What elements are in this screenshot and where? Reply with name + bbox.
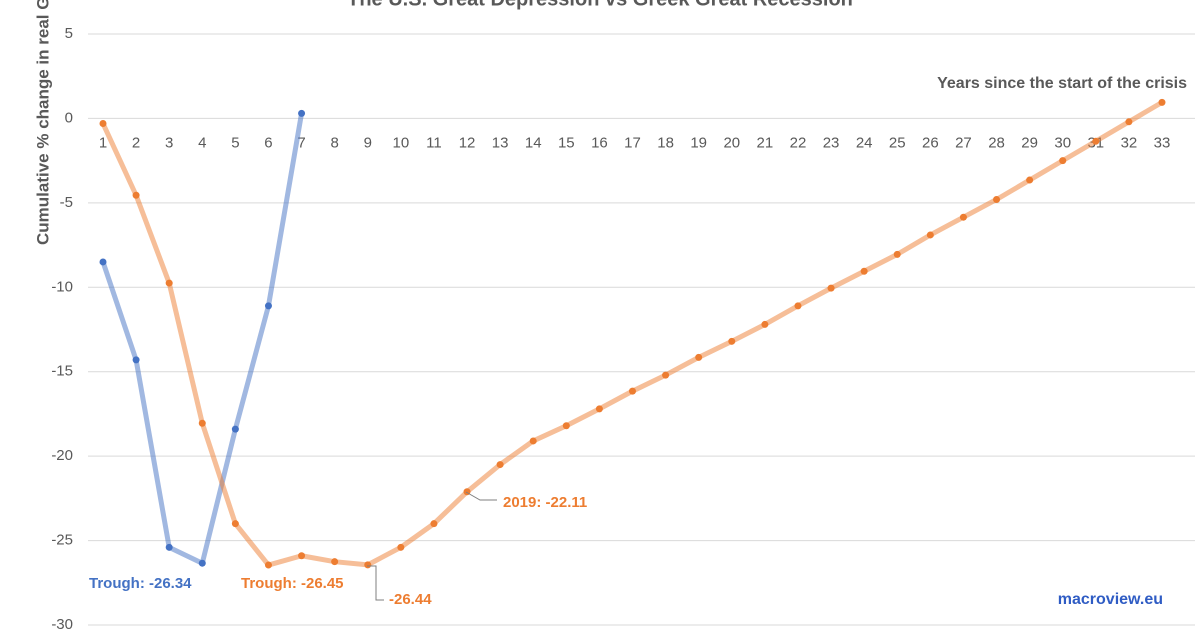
data-point bbox=[761, 320, 769, 328]
x-tick-label: 5 bbox=[231, 134, 239, 151]
leader-line bbox=[367, 565, 384, 601]
data-point bbox=[1125, 118, 1133, 126]
x-tick-label: 25 bbox=[889, 134, 906, 151]
data-point bbox=[99, 258, 107, 266]
chart-title: The U.S. Great Depression vs Greek Great… bbox=[347, 0, 853, 10]
data-point bbox=[198, 559, 206, 567]
x-tick-label: 13 bbox=[492, 134, 509, 151]
data-point bbox=[595, 405, 603, 413]
y-axis-label: Cumulative % change in real GDP bbox=[33, 0, 52, 245]
data-point bbox=[198, 419, 206, 427]
x-tick-label: 23 bbox=[823, 134, 840, 151]
data-point bbox=[331, 558, 339, 566]
y-tick-label: 5 bbox=[65, 25, 73, 42]
y-tick-label: -30 bbox=[51, 616, 73, 630]
data-point bbox=[165, 279, 173, 287]
annotation: Trough: -26.45 bbox=[241, 575, 344, 592]
data-point bbox=[926, 231, 934, 239]
data-point bbox=[728, 337, 736, 345]
data-point bbox=[99, 119, 107, 127]
x-tick-label: 14 bbox=[525, 134, 542, 151]
data-point bbox=[264, 302, 272, 310]
y-tick-label: -15 bbox=[51, 363, 73, 380]
data-point bbox=[132, 191, 140, 199]
x-tick-label: 11 bbox=[426, 134, 442, 151]
y-tick-label: -20 bbox=[51, 447, 73, 464]
leader-line bbox=[465, 491, 497, 501]
data-point bbox=[132, 356, 140, 364]
data-point bbox=[562, 422, 570, 430]
x-tick-label: 30 bbox=[1054, 134, 1071, 151]
x-tick-label: 8 bbox=[330, 134, 338, 151]
x-axis-label: Years since the start of the crisis bbox=[937, 75, 1187, 92]
x-tick-label: 3 bbox=[165, 134, 173, 151]
x-tick-label: 4 bbox=[198, 134, 206, 151]
x-tick-label: 10 bbox=[393, 134, 410, 151]
source: macroview.eu bbox=[1058, 591, 1163, 608]
data-point bbox=[264, 561, 272, 569]
data-point bbox=[893, 250, 901, 258]
x-tick-label: 29 bbox=[1021, 134, 1038, 151]
data-point bbox=[860, 267, 868, 275]
data-point bbox=[695, 353, 703, 361]
x-tick-label: 16 bbox=[591, 134, 608, 151]
x-tick-label: 18 bbox=[657, 134, 674, 151]
x-tick-label: 12 bbox=[459, 134, 476, 151]
x-tick-label: 19 bbox=[690, 134, 707, 151]
data-point bbox=[993, 195, 1001, 203]
y-tick-label: -25 bbox=[51, 532, 73, 549]
x-tick-label: 33 bbox=[1154, 134, 1171, 151]
x-tick-label: 17 bbox=[624, 134, 641, 151]
data-point bbox=[397, 543, 405, 551]
x-tick-label: 32 bbox=[1121, 134, 1138, 151]
x-tick-label: 20 bbox=[723, 134, 740, 151]
x-tick-label: 22 bbox=[790, 134, 807, 151]
data-point bbox=[529, 437, 537, 445]
data-point bbox=[827, 284, 835, 292]
data-point bbox=[662, 371, 670, 379]
x-tick-label: 1 bbox=[99, 134, 107, 151]
x-tick-label: 7 bbox=[297, 134, 305, 151]
data-point bbox=[165, 543, 173, 551]
x-tick-label: 27 bbox=[955, 134, 972, 151]
data-point bbox=[298, 552, 306, 560]
x-tick-label: 21 bbox=[757, 134, 774, 151]
data-point bbox=[231, 520, 239, 528]
plot-area bbox=[99, 98, 1166, 569]
data-point bbox=[1158, 98, 1166, 106]
annotation: 2019: -22.11 bbox=[503, 494, 587, 511]
x-tick-label: 26 bbox=[922, 134, 939, 151]
annotation: Trough: -26.34 bbox=[89, 575, 192, 592]
data-point bbox=[364, 561, 372, 569]
data-point bbox=[1092, 137, 1100, 145]
x-tick-label: 24 bbox=[856, 134, 873, 151]
x-tick-label: 9 bbox=[364, 134, 372, 151]
data-point bbox=[496, 461, 504, 469]
y-tick-label: -5 bbox=[60, 194, 73, 211]
data-point bbox=[298, 109, 306, 117]
data-point bbox=[959, 213, 967, 221]
data-point bbox=[430, 520, 438, 528]
x-tick-label: 15 bbox=[558, 134, 575, 151]
annotation: -26.44 bbox=[389, 591, 432, 608]
data-point bbox=[1059, 157, 1067, 165]
x-tick-label: 2 bbox=[132, 134, 140, 151]
data-point bbox=[629, 387, 636, 395]
data-point bbox=[231, 425, 239, 433]
data-point bbox=[794, 302, 802, 310]
data-point bbox=[1026, 176, 1034, 184]
y-tick-label: 0 bbox=[65, 109, 73, 126]
y-tick-label: -10 bbox=[51, 278, 73, 295]
x-tick-label: 6 bbox=[264, 134, 272, 151]
x-tick-label: 28 bbox=[988, 134, 1005, 151]
